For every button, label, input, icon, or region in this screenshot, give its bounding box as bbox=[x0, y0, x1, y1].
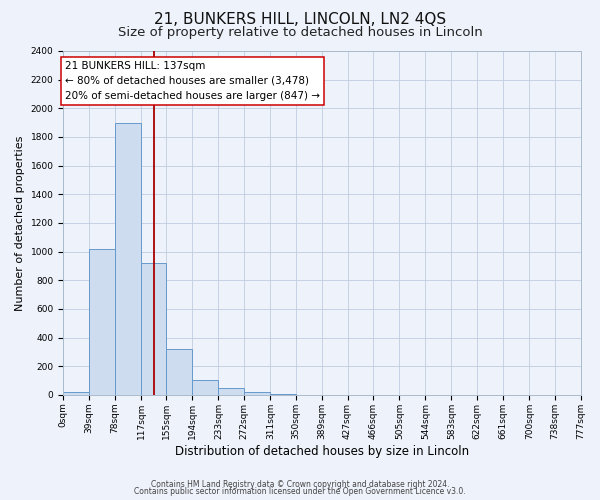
Bar bbox=[193, 380, 218, 395]
Bar bbox=[218, 388, 244, 395]
X-axis label: Distribution of detached houses by size in Lincoln: Distribution of detached houses by size … bbox=[175, 444, 469, 458]
Text: Size of property relative to detached houses in Lincoln: Size of property relative to detached ho… bbox=[118, 26, 482, 39]
Text: Contains public sector information licensed under the Open Government Licence v3: Contains public sector information licen… bbox=[134, 488, 466, 496]
Bar bbox=[270, 394, 296, 395]
Bar bbox=[89, 249, 115, 395]
Bar bbox=[115, 122, 141, 395]
Bar bbox=[63, 392, 89, 395]
Bar bbox=[244, 392, 270, 395]
Y-axis label: Number of detached properties: Number of detached properties bbox=[15, 136, 25, 310]
Bar bbox=[166, 349, 193, 395]
Text: 21, BUNKERS HILL, LINCOLN, LN2 4QS: 21, BUNKERS HILL, LINCOLN, LN2 4QS bbox=[154, 12, 446, 28]
Text: 21 BUNKERS HILL: 137sqm
← 80% of detached houses are smaller (3,478)
20% of semi: 21 BUNKERS HILL: 137sqm ← 80% of detache… bbox=[65, 61, 320, 100]
Text: Contains HM Land Registry data © Crown copyright and database right 2024.: Contains HM Land Registry data © Crown c… bbox=[151, 480, 449, 489]
Bar bbox=[141, 263, 166, 395]
